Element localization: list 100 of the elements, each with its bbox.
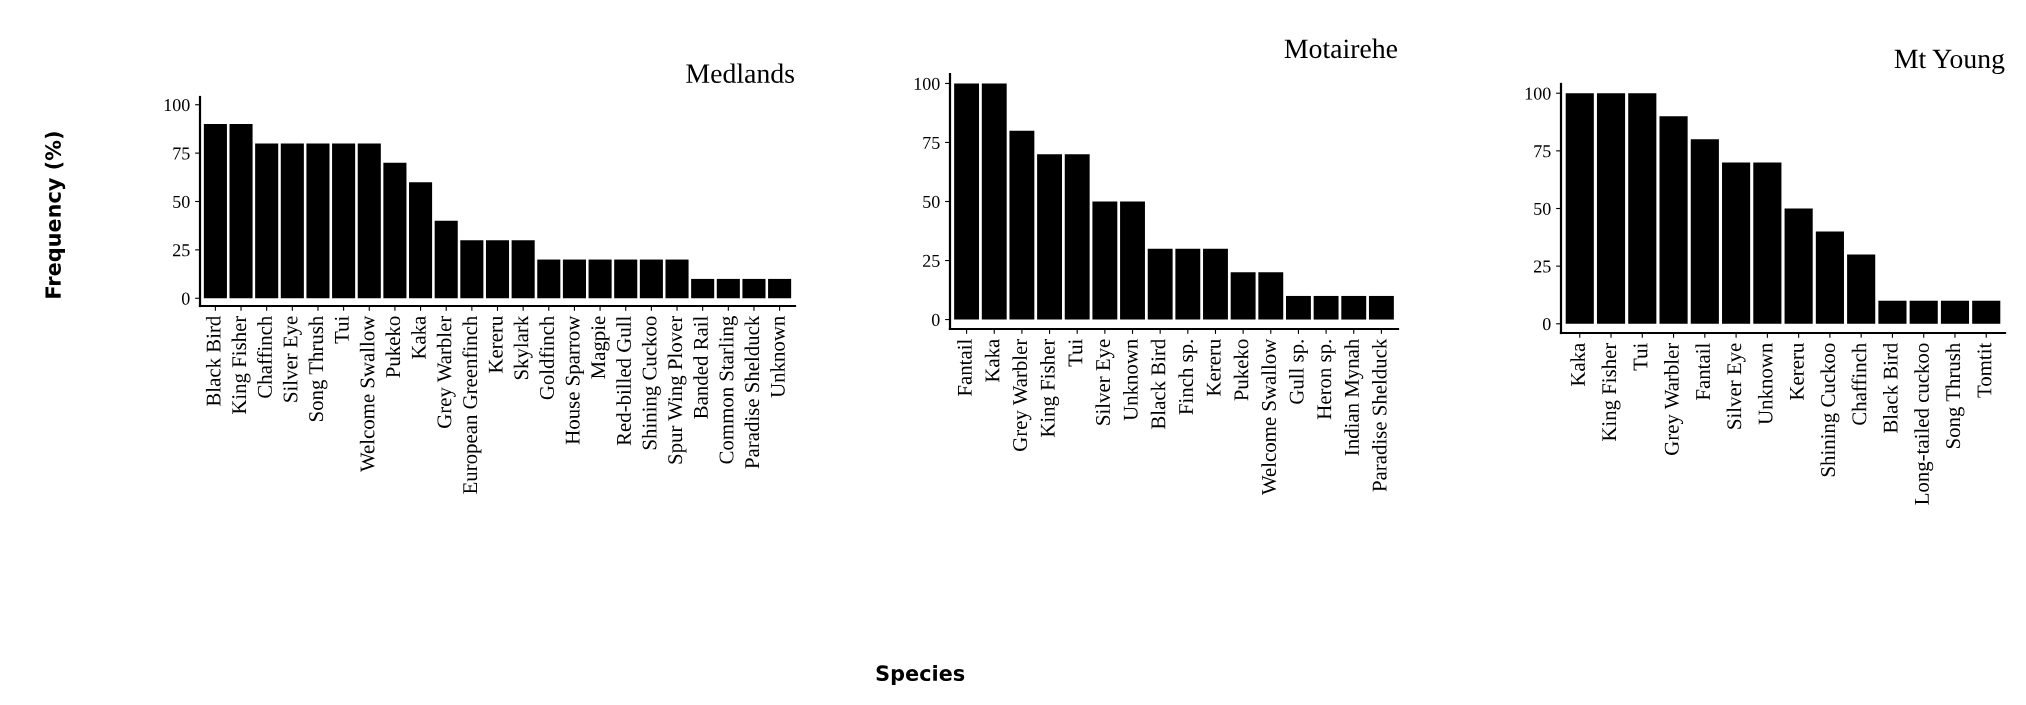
bar: [537, 259, 561, 299]
x-tick-label: King Fisher: [231, 315, 251, 415]
y-tick-label: 100: [164, 99, 190, 112]
bar: [639, 259, 663, 299]
bar: [562, 259, 586, 299]
y-tick-label: 75: [173, 147, 190, 160]
bar: [280, 143, 304, 299]
bar: [1286, 295, 1311, 320]
bar: [511, 240, 535, 299]
bar: [1368, 295, 1394, 320]
x-tick-label: Grey Warbler: [1664, 342, 1684, 455]
bar: [1009, 130, 1035, 320]
bar: [1909, 300, 1938, 324]
chart-title: Medlands: [686, 63, 794, 83]
x-axis-title: Species: [876, 664, 965, 686]
bar: [255, 143, 279, 299]
y-tick-label: 50: [1534, 202, 1551, 215]
bar: [614, 259, 638, 299]
x-tick-label: Gull sp.: [1289, 340, 1308, 404]
bar: [1313, 295, 1339, 320]
x-tick-label: Black Bird: [1150, 338, 1166, 429]
x-tick-label: Banded Rail: [693, 316, 708, 419]
y-tick-label: 25: [1534, 260, 1551, 273]
bar: [588, 259, 612, 299]
x-tick-label: Tui: [1633, 343, 1648, 371]
bar: [1230, 272, 1256, 320]
x-tick-label: Kereru: [488, 316, 503, 373]
x-tick-label: Shining Cuckoo: [641, 316, 661, 450]
x-tick-label: Kereru: [1790, 343, 1804, 400]
x-tick-label: Pukeko: [385, 316, 401, 378]
x-tick-label: Spur Wing Plover: [667, 315, 687, 464]
x-tick-label: Paradise Shelduck: [744, 315, 760, 469]
x-tick-label: Unknown: [770, 316, 785, 398]
bar: [1147, 248, 1173, 320]
x-tick-label: Red-billed Gull: [616, 316, 631, 446]
x-tick-label: Chaffinch: [257, 316, 272, 398]
x-tick-label: King Fisher: [1040, 338, 1060, 438]
bar: [1972, 300, 2001, 324]
bar: [1784, 208, 1813, 324]
x-tick-label: Fantail: [957, 339, 972, 396]
x-tick-label: Chaffinch: [1851, 343, 1867, 425]
x-tick-label: Goldfinch: [539, 316, 555, 400]
bar: [460, 240, 484, 299]
y-tick-label: 100: [1525, 87, 1551, 100]
y-tick-label: 75: [923, 136, 940, 149]
bar: [1120, 201, 1145, 320]
bar: [434, 220, 458, 299]
bar: [1815, 231, 1844, 324]
x-tick-label: Grey Warbler: [436, 315, 456, 428]
x-tick-label: Indian Mynah: [1344, 339, 1364, 456]
bar: [716, 278, 740, 299]
bar: [1690, 139, 1719, 324]
x-tick-label: Skylark: [513, 315, 533, 380]
bar: [1878, 300, 1907, 324]
bar: [1628, 93, 1657, 324]
x-tick-label: Grey Warbler: [1012, 338, 1032, 451]
x-tick-label: Song Thrush: [308, 315, 328, 422]
x-tick-label: Finch sp.: [1178, 340, 1198, 415]
x-tick-label: Silver Eye: [1095, 339, 1115, 425]
y-axis-title: Frequency (%): [44, 132, 66, 298]
bar: [203, 124, 227, 299]
bar: [1722, 162, 1751, 324]
x-tick-label: Kaka: [984, 339, 1000, 383]
bar: [1258, 272, 1284, 320]
x-tick-label: Shining Cuckoo: [1820, 343, 1840, 477]
bar: [1596, 93, 1626, 324]
y-tick-label: 25: [923, 254, 940, 267]
bar: [383, 162, 407, 299]
bar: [485, 240, 510, 299]
x-tick-label: Kaka: [411, 316, 426, 360]
y-tick-label: 0: [931, 313, 940, 326]
x-tick-label: Tui: [1068, 339, 1083, 367]
bar: [1565, 93, 1594, 324]
bar: [1092, 201, 1118, 320]
chart-title: Motairehe: [1284, 38, 1398, 59]
bar: [1064, 154, 1090, 320]
x-tick-label: Pukeko: [1233, 339, 1249, 401]
x-tick-label: Unknown: [1757, 343, 1773, 425]
bar: [691, 278, 715, 299]
x-tick-label: European Greenfinch: [462, 316, 482, 494]
y-tick-label: 0: [181, 292, 190, 305]
bar: [1847, 254, 1876, 324]
x-tick-label: Long-tailed cuckoo: [1914, 343, 1934, 505]
bar: [357, 143, 381, 299]
x-tick-label: Black Bird: [1882, 342, 1898, 433]
bar: [409, 182, 433, 299]
bar: [1753, 162, 1782, 324]
bar: [306, 143, 330, 299]
bar: [1175, 248, 1201, 320]
x-tick-label: Tui: [334, 316, 349, 344]
bar: [981, 83, 1007, 320]
x-tick-label: Black Bird: [205, 315, 221, 406]
x-tick-label: Welcome Swallow: [359, 315, 375, 472]
bar: [768, 278, 792, 299]
x-tick-label: Kaka: [1570, 343, 1585, 387]
x-tick-label: Magpie: [591, 316, 610, 379]
x-tick-label: Kereru: [1206, 339, 1221, 396]
y-tick-label: 25: [173, 244, 190, 257]
bar: [665, 259, 689, 299]
bar: [1203, 248, 1228, 320]
